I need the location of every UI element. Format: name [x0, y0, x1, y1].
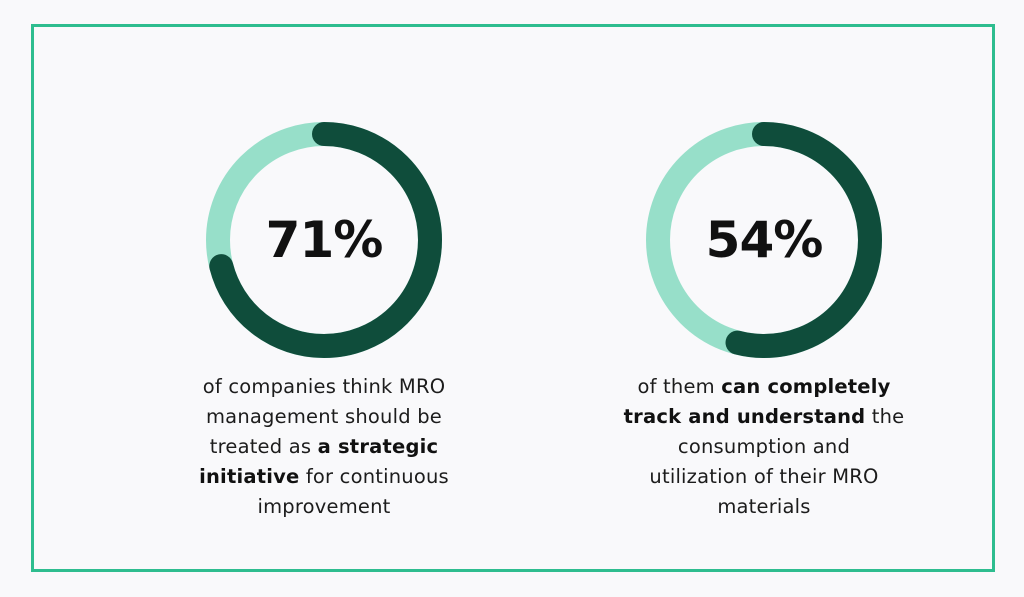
percentage-label: 54%	[705, 211, 824, 269]
caption-line: consumption and	[584, 432, 944, 462]
caption-text: of companies think MRO	[202, 375, 446, 398]
stat-caption: of them can completely track and understa…	[584, 372, 944, 522]
caption-emphasis: initiative	[199, 465, 300, 488]
percentage-label: 71%	[265, 211, 384, 269]
caption-line: materials	[584, 492, 944, 522]
donut-chart-svg	[646, 122, 882, 358]
caption-emphasis: can completely	[721, 375, 891, 398]
caption-text: treated as	[209, 435, 318, 458]
caption-text: consumption and	[677, 435, 851, 458]
caption-line: track and understand the	[584, 402, 944, 432]
donut-arc-filled	[646, 122, 882, 358]
stat-caption: of companies think MRO management should …	[144, 372, 504, 522]
caption-text: improvement	[257, 495, 391, 518]
caption-emphasis: a strategic	[317, 435, 439, 458]
donut-arc-filled	[206, 122, 442, 358]
caption-line: improvement	[144, 492, 504, 522]
caption-line: treated as a strategic	[144, 432, 504, 462]
caption-text: materials	[717, 495, 811, 518]
donut-chart-svg	[206, 122, 442, 358]
caption-line: management should be	[144, 402, 504, 432]
caption-text: the	[865, 405, 905, 428]
donut-chart-71: 71%	[204, 120, 444, 360]
donut-chart-54: 54%	[644, 120, 884, 360]
caption-text: of them	[637, 375, 722, 398]
caption-emphasis: track and understand	[623, 405, 866, 428]
caption-line: of companies think MRO	[144, 372, 504, 402]
caption-line: initiative for continuous	[144, 462, 504, 492]
caption-text: utilization of their MRO	[649, 465, 879, 488]
caption-line: utilization of their MRO	[584, 462, 944, 492]
caption-line: of them can completely	[584, 372, 944, 402]
caption-text: for continuous	[299, 465, 449, 488]
caption-text: management should be	[205, 405, 442, 428]
infographic-frame: 71% of companies think MRO management sho…	[31, 24, 995, 572]
